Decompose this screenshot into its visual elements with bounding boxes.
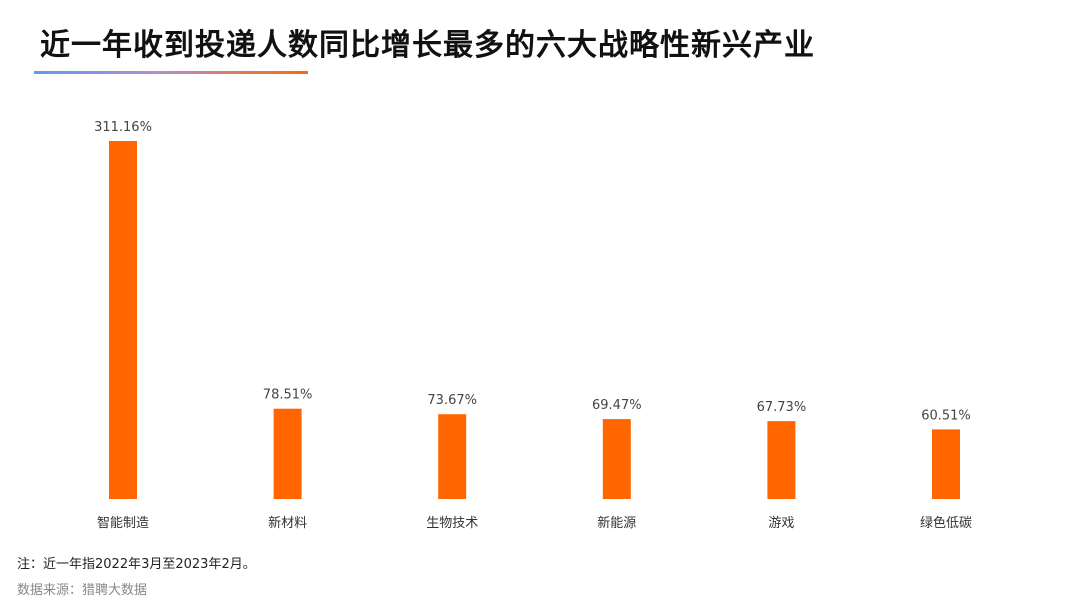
bar-2 — [438, 414, 467, 499]
value-label-5: 60.51% — [921, 408, 971, 423]
category-label-0: 智能制造 — [97, 516, 149, 531]
category-label-5: 绿色低碳 — [920, 515, 972, 531]
category-label-4: 游戏 — [768, 516, 794, 531]
value-label-1: 78.51% — [263, 388, 313, 403]
chart-title: 近一年收到投递人数同比增长最多的六大战略性新兴产业 — [40, 28, 815, 63]
value-label-4: 67.73% — [757, 400, 807, 415]
category-label-3: 新能源 — [597, 515, 636, 531]
footnote: 注：近一年指2022年3月至2023年2月。 — [17, 557, 256, 572]
value-label-3: 69.47% — [592, 398, 642, 413]
bar-chart: 311.16% 智能制造 78.51% 新材料 73.67% 生物技术 69.47% 新能源 6… — [94, 120, 972, 531]
title-underline — [34, 71, 308, 74]
category-label-1: 新材料 — [268, 515, 307, 531]
bar-0 — [109, 141, 137, 499]
value-label-2: 73.67% — [427, 393, 477, 408]
data-source: 数据来源：猎聘大数据 — [17, 583, 148, 598]
bar-4 — [767, 421, 796, 499]
bar-1 — [273, 408, 302, 499]
value-label-0: 311.16% — [94, 120, 152, 135]
bar-3 — [602, 419, 631, 499]
bar-5 — [932, 429, 960, 499]
category-label-2: 生物技术 — [426, 516, 478, 531]
